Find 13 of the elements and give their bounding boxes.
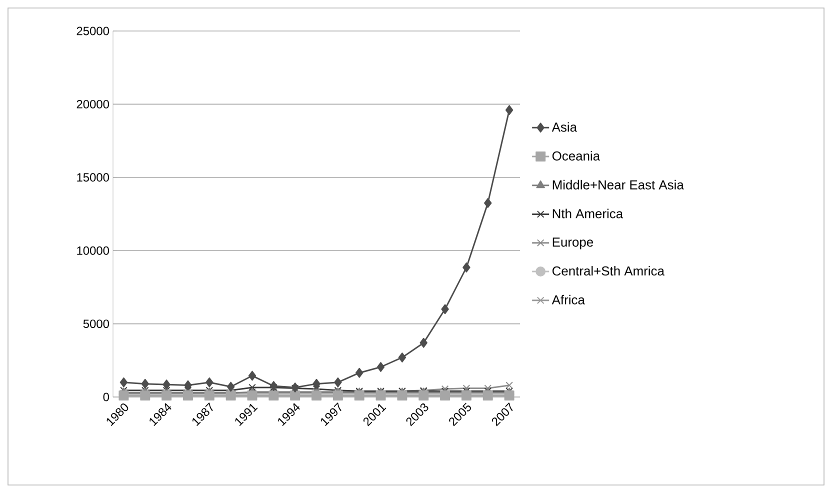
- y-tick-label: 0: [103, 392, 110, 402]
- y-tick-label: 20000: [76, 100, 110, 108]
- legend-label: Oceania: [552, 151, 600, 161]
- legend-label: Middle+Near East Asia: [552, 180, 684, 190]
- legend-label: Central+Sth Amrica: [552, 266, 664, 276]
- legend-label: Nth America: [552, 208, 624, 218]
- y-tick-label: 15000: [77, 173, 110, 182]
- y-tick-label: 10000: [77, 246, 110, 255]
- legend-label: Africa: [552, 294, 585, 304]
- legend-label: Asia: [552, 122, 578, 132]
- legend-label: Europe: [552, 238, 594, 250]
- y-tick-label: 25000: [76, 26, 110, 36]
- y-tick-label: 5000: [83, 320, 110, 328]
